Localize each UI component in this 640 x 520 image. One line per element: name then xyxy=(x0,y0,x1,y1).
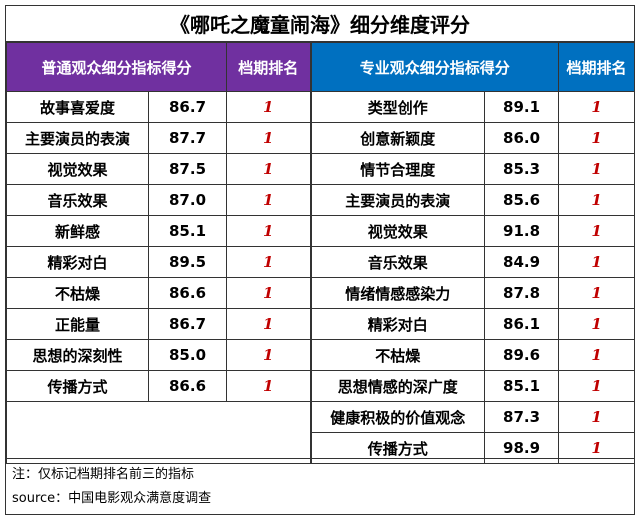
left-rank-cell: 1 xyxy=(226,339,312,371)
footnotes: 注：仅标记档期排名前三的指标 source：中国电影观众满意度调查 xyxy=(6,458,634,514)
right-label-cell: 精彩对白 xyxy=(309,308,486,340)
right-score-cell: 87.3 xyxy=(484,401,560,433)
right-score-cell: 86.0 xyxy=(484,122,560,154)
left-label-cell: 思想的深刻性 xyxy=(6,339,149,371)
right-label-cell: 主要演员的表演 xyxy=(309,184,486,216)
left-score-cell: 89.5 xyxy=(147,246,228,278)
left-rank-cell: 1 xyxy=(226,122,312,154)
table-row: 新鲜感 85.1 1 视觉效果 91.8 1 xyxy=(6,215,636,247)
right-rank-cell: 1 xyxy=(558,370,636,402)
right-score-cell: 89.1 xyxy=(484,91,560,123)
table-row: 精彩对白 89.5 1 音乐效果 84.9 1 xyxy=(6,246,636,278)
table-row: 音乐效果 87.0 1 主要演员的表演 85.6 1 xyxy=(6,184,636,216)
left-score-cell: 87.7 xyxy=(147,122,228,154)
right-rank-cell: 1 xyxy=(558,308,636,340)
right-label-cell: 情绪情感感染力 xyxy=(309,277,486,309)
right-score-cell: 85.3 xyxy=(484,153,560,185)
left-rank-cell: 1 xyxy=(226,153,312,185)
right-rank-cell: 1 xyxy=(558,91,636,123)
left-score-cell: 87.0 xyxy=(147,184,228,216)
page-title: 《哪吒之魔童闹海》细分维度评分 xyxy=(6,6,634,42)
right-rank-header: 档期排名 xyxy=(558,42,636,92)
table-row: 不枯燥 86.6 1 情绪情感感染力 87.8 1 xyxy=(6,277,636,309)
left-label-cell: 主要演员的表演 xyxy=(6,122,149,154)
right-score-cell: 89.6 xyxy=(484,339,560,371)
left-rank-cell: 1 xyxy=(226,246,312,278)
right-label-cell: 音乐效果 xyxy=(309,246,486,278)
right-metric-header: 专业观众细分指标得分 xyxy=(309,42,560,92)
right-label-cell: 创意新颖度 xyxy=(309,122,486,154)
right-label-cell: 视觉效果 xyxy=(309,215,486,247)
left-score-cell: 85.1 xyxy=(147,215,228,247)
right-rank-cell: 1 xyxy=(558,153,636,185)
left-label-cell: 传播方式 xyxy=(6,370,149,402)
left-score-cell: 87.5 xyxy=(147,153,228,185)
left-rank-header: 档期排名 xyxy=(226,42,312,92)
table-row: 视觉效果 87.5 1 情节合理度 85.3 1 xyxy=(6,153,636,185)
left-score-cell: 85.0 xyxy=(147,339,228,371)
right-label-cell: 不枯燥 xyxy=(309,339,486,371)
left-score-cell: 86.6 xyxy=(147,370,228,402)
right-rank-cell: 1 xyxy=(558,277,636,309)
note-text: 注：仅标记档期排名前三的指标 xyxy=(12,467,195,482)
source-text: source：中国电影观众满意度调查 xyxy=(12,491,212,506)
right-score-cell: 85.6 xyxy=(484,184,560,216)
table-row: 主要演员的表演 87.7 1 创意新颖度 86.0 1 xyxy=(6,122,636,154)
right-score-cell: 86.1 xyxy=(484,308,560,340)
table-row: 思想的深刻性 85.0 1 不枯燥 89.6 1 xyxy=(6,339,636,371)
right-rank-cell: 1 xyxy=(558,339,636,371)
left-score-cell: 86.6 xyxy=(147,277,228,309)
left-rank-cell: 1 xyxy=(226,308,312,340)
right-score-cell: 84.9 xyxy=(484,246,560,278)
right-label-cell: 思想情感的深广度 xyxy=(309,370,486,402)
right-score-cell: 91.8 xyxy=(484,215,560,247)
right-label-cell: 健康积极的价值观念 xyxy=(309,401,486,433)
table-row: 传播方式 86.6 1 思想情感的深广度 85.1 1 xyxy=(6,370,636,402)
right-score-cell: 87.8 xyxy=(484,277,560,309)
table-row: 健康积极的价值观念 87.3 1 xyxy=(5,401,636,464)
right-score-cell: 85.1 xyxy=(484,370,560,402)
table-row: 故事喜爱度 86.7 1 类型创作 89.1 1 xyxy=(6,91,636,123)
rating-table: 普通观众细分指标得分 档期排名 专业观众细分指标得分 档期排名 故事喜爱度 86.… xyxy=(5,42,636,464)
right-rank-cell: 1 xyxy=(558,215,636,247)
left-rank-cell: 1 xyxy=(226,277,312,309)
right-rank-cell: 1 xyxy=(558,184,636,216)
left-label-cell: 音乐效果 xyxy=(6,184,149,216)
left-label-cell: 正能量 xyxy=(6,308,149,340)
left-empty-cell xyxy=(5,401,312,464)
left-rank-cell: 1 xyxy=(226,215,312,247)
left-score-cell: 86.7 xyxy=(147,308,228,340)
right-label-cell: 情节合理度 xyxy=(309,153,486,185)
left-rank-cell: 1 xyxy=(226,184,312,216)
right-label-cell: 类型创作 xyxy=(309,91,486,123)
left-label-cell: 不枯燥 xyxy=(6,277,149,309)
right-rank-cell: 1 xyxy=(558,246,636,278)
left-label-cell: 新鲜感 xyxy=(6,215,149,247)
right-rank-cell: 1 xyxy=(558,122,636,154)
right-rank-cell: 1 xyxy=(558,401,636,433)
left-label-cell: 精彩对白 xyxy=(6,246,149,278)
table-row: 正能量 86.7 1 精彩对白 86.1 1 xyxy=(6,308,636,340)
left-label-cell: 故事喜爱度 xyxy=(6,91,149,123)
left-rank-cell: 1 xyxy=(226,370,312,402)
left-metric-header: 普通观众细分指标得分 xyxy=(5,42,228,92)
left-label-cell: 视觉效果 xyxy=(6,153,149,185)
left-score-cell: 86.7 xyxy=(147,91,228,123)
left-rank-cell: 1 xyxy=(226,91,312,123)
